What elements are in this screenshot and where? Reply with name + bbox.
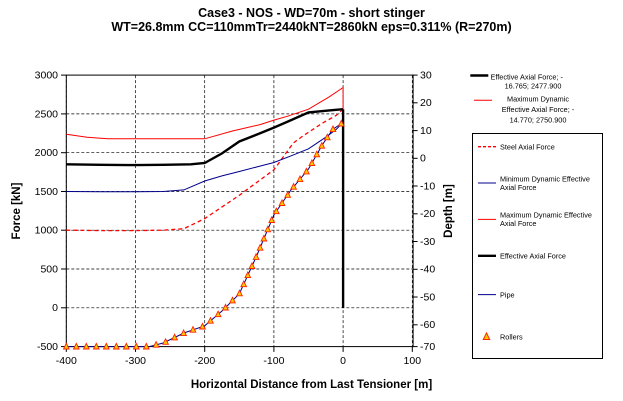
svg-text:Horizontal Distance from Last: Horizontal Distance from Last Tensioner … [191,379,432,391]
svg-text:1500: 1500 [35,186,59,198]
svg-text:-50: -50 [420,292,435,304]
svg-text:Axial Force: Axial Force [500,219,537,228]
svg-text:Rollers: Rollers [500,332,523,341]
svg-text:20: 20 [420,97,432,109]
svg-text:Pipe: Pipe [500,290,515,299]
svg-text:Axial Force: Axial Force [500,183,537,192]
svg-text:2000: 2000 [35,147,59,159]
svg-text:-30: -30 [420,236,435,248]
svg-text:Force [kN]: Force [kN] [11,182,23,239]
svg-text:100: 100 [404,355,422,367]
svg-text:-20: -20 [420,208,435,220]
svg-text:-10: -10 [420,181,435,193]
svg-text:-300: -300 [125,355,146,367]
svg-text:-400: -400 [56,355,77,367]
svg-text:30: 30 [420,70,432,82]
svg-text:-100: -100 [263,355,284,367]
svg-text:2500: 2500 [35,108,59,120]
svg-text:Steel Axial Force: Steel Axial Force [500,142,555,151]
svg-text:Depth [m]: Depth [m] [443,184,455,238]
svg-text:Effective Axial Force; -: Effective Axial Force; - [491,72,564,81]
svg-text:16.765; 2477.900: 16.765; 2477.900 [505,82,562,91]
svg-text:Effective Axial Force; -: Effective Axial Force; - [502,105,575,114]
svg-text:-200: -200 [194,355,215,367]
svg-text:Maximum Dynamic: Maximum Dynamic [507,95,569,104]
svg-text:500: 500 [40,263,58,275]
svg-text:10: 10 [420,125,432,137]
svg-text:0: 0 [340,355,346,367]
svg-text:3000: 3000 [35,70,59,82]
svg-text:-500: -500 [37,341,58,353]
svg-text:14.770; 2750.900: 14.770; 2750.900 [510,115,567,124]
svg-text:Effective Axial Force: Effective Axial Force [500,252,566,261]
svg-text:0: 0 [420,153,426,165]
svg-text:-60: -60 [420,319,435,331]
svg-text:1000: 1000 [35,225,59,237]
svg-text:-70: -70 [420,341,435,353]
svg-text:0: 0 [52,302,58,314]
svg-text:-40: -40 [420,264,435,276]
